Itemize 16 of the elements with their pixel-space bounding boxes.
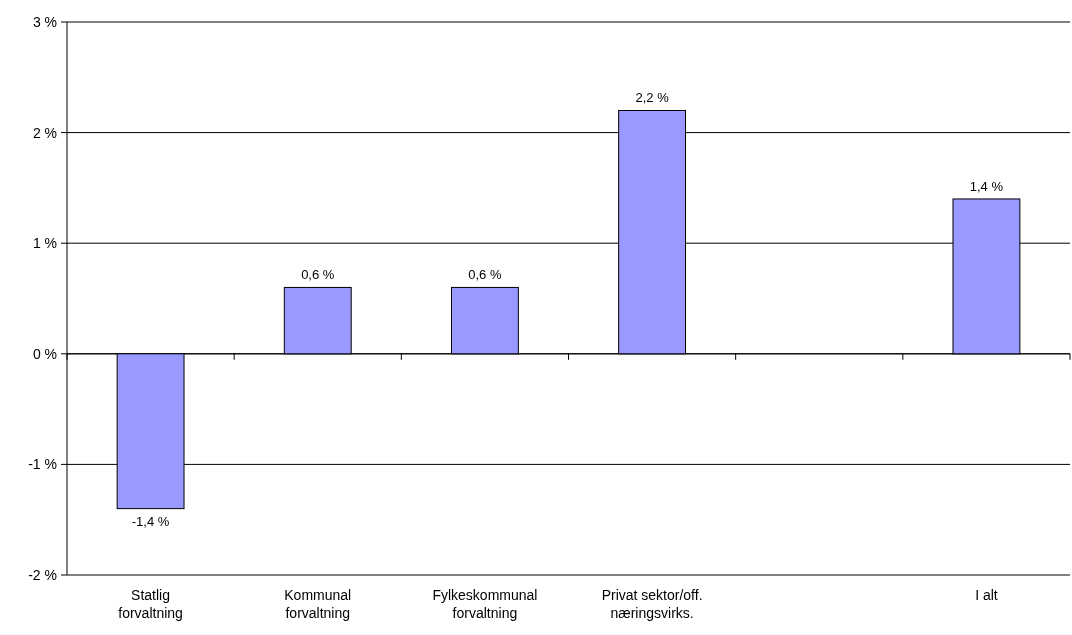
y-tick-label: 2 % — [32, 124, 57, 141]
data-label: 0,6 % — [301, 267, 335, 283]
data-label: 1,4 % — [969, 178, 1004, 194]
data-label: -1,4 % — [131, 513, 170, 529]
data-label: 0,6 % — [468, 267, 502, 283]
y-tick-label: 1 % — [32, 235, 57, 252]
x-tick-label: Fylkeskommunal forvaltning — [432, 587, 538, 621]
y-tick-label: 0 % — [32, 345, 57, 362]
data-label: 2,2 % — [635, 90, 670, 106]
y-tick-label: -1 % — [28, 456, 57, 473]
x-tick-label: Kommunal forvaltning — [284, 587, 352, 621]
x-tick-label: Statlig forvaltning — [118, 587, 183, 621]
y-tick-label: -2 % — [28, 566, 57, 583]
x-tick-label: I alt — [975, 587, 998, 603]
x-tick-label: Privat sektor/off. næringsvirks. — [601, 587, 703, 621]
y-tick-label: 3 % — [32, 13, 57, 30]
